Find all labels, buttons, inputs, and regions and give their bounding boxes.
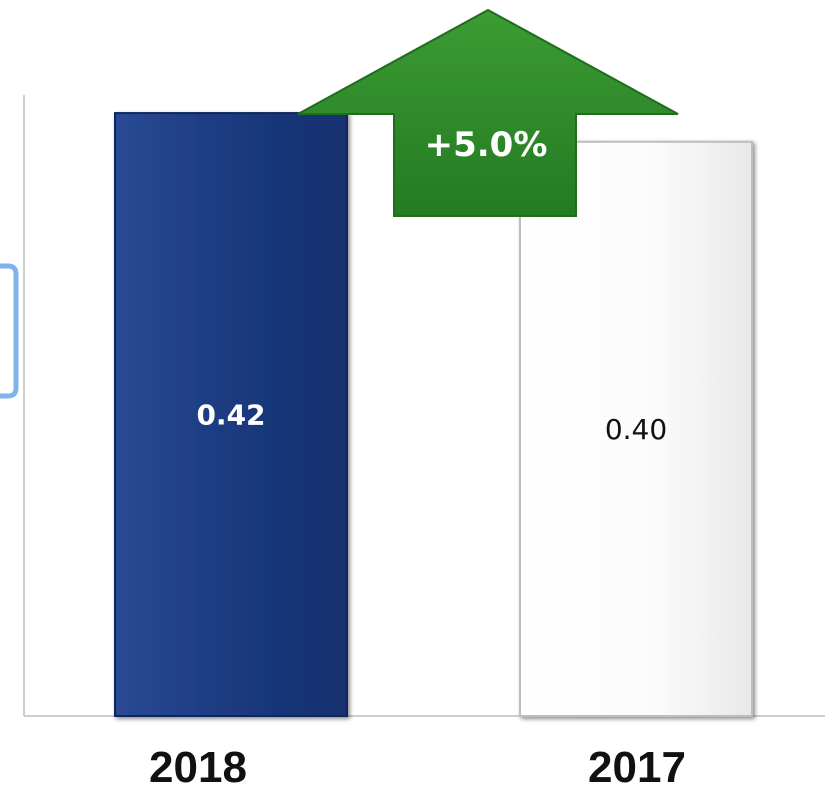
bars-layer <box>114 112 753 718</box>
change-label: +5.0% <box>425 125 548 165</box>
bar-2018 <box>114 112 348 718</box>
side-frame-decoration <box>0 263 19 399</box>
x-tick-label: 2018 <box>149 743 247 792</box>
bar-value-label: 0.40 <box>605 413 667 446</box>
bar-value-label: 0.42 <box>196 399 265 432</box>
up-arrow-icon <box>297 8 679 217</box>
change-arrow: +5.0% <box>297 8 679 217</box>
labels-layer: 0.42 2018 0.40 2017 <box>149 399 686 792</box>
bar-2017 <box>519 140 753 717</box>
x-tick-label: 2017 <box>588 743 686 792</box>
